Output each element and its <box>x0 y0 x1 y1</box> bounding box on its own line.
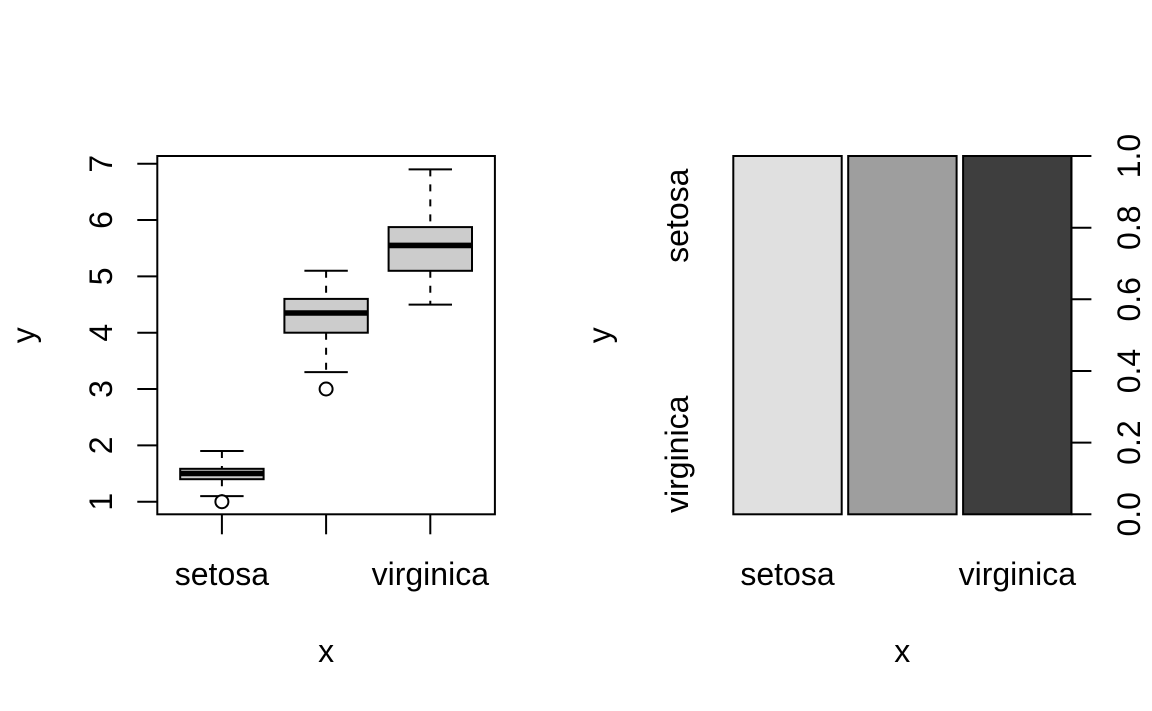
svg-text:y: y <box>581 327 617 343</box>
svg-text:6: 6 <box>83 211 119 229</box>
svg-text:setosa: setosa <box>659 168 695 262</box>
svg-text:0.8: 0.8 <box>1111 205 1147 249</box>
svg-text:0.0: 0.0 <box>1111 492 1147 536</box>
svg-text:x: x <box>318 633 334 669</box>
svg-text:y: y <box>5 327 41 343</box>
svg-text:0.6: 0.6 <box>1111 277 1147 321</box>
svg-text:5: 5 <box>83 268 119 286</box>
svg-text:7: 7 <box>83 155 119 173</box>
svg-text:virginica: virginica <box>372 556 490 592</box>
svg-text:virginica: virginica <box>959 556 1077 592</box>
svg-text:2: 2 <box>83 437 119 455</box>
svg-text:setosa: setosa <box>175 556 269 592</box>
svg-text:0.2: 0.2 <box>1111 420 1147 464</box>
svg-text:1: 1 <box>83 493 119 511</box>
svg-text:3: 3 <box>83 380 119 398</box>
svg-text:0.4: 0.4 <box>1111 349 1147 393</box>
svg-text:virginica: virginica <box>659 395 695 513</box>
svg-text:1.0: 1.0 <box>1111 134 1147 178</box>
svg-text:4: 4 <box>83 324 119 342</box>
svg-text:x: x <box>894 633 910 669</box>
svg-text:setosa: setosa <box>740 556 834 592</box>
